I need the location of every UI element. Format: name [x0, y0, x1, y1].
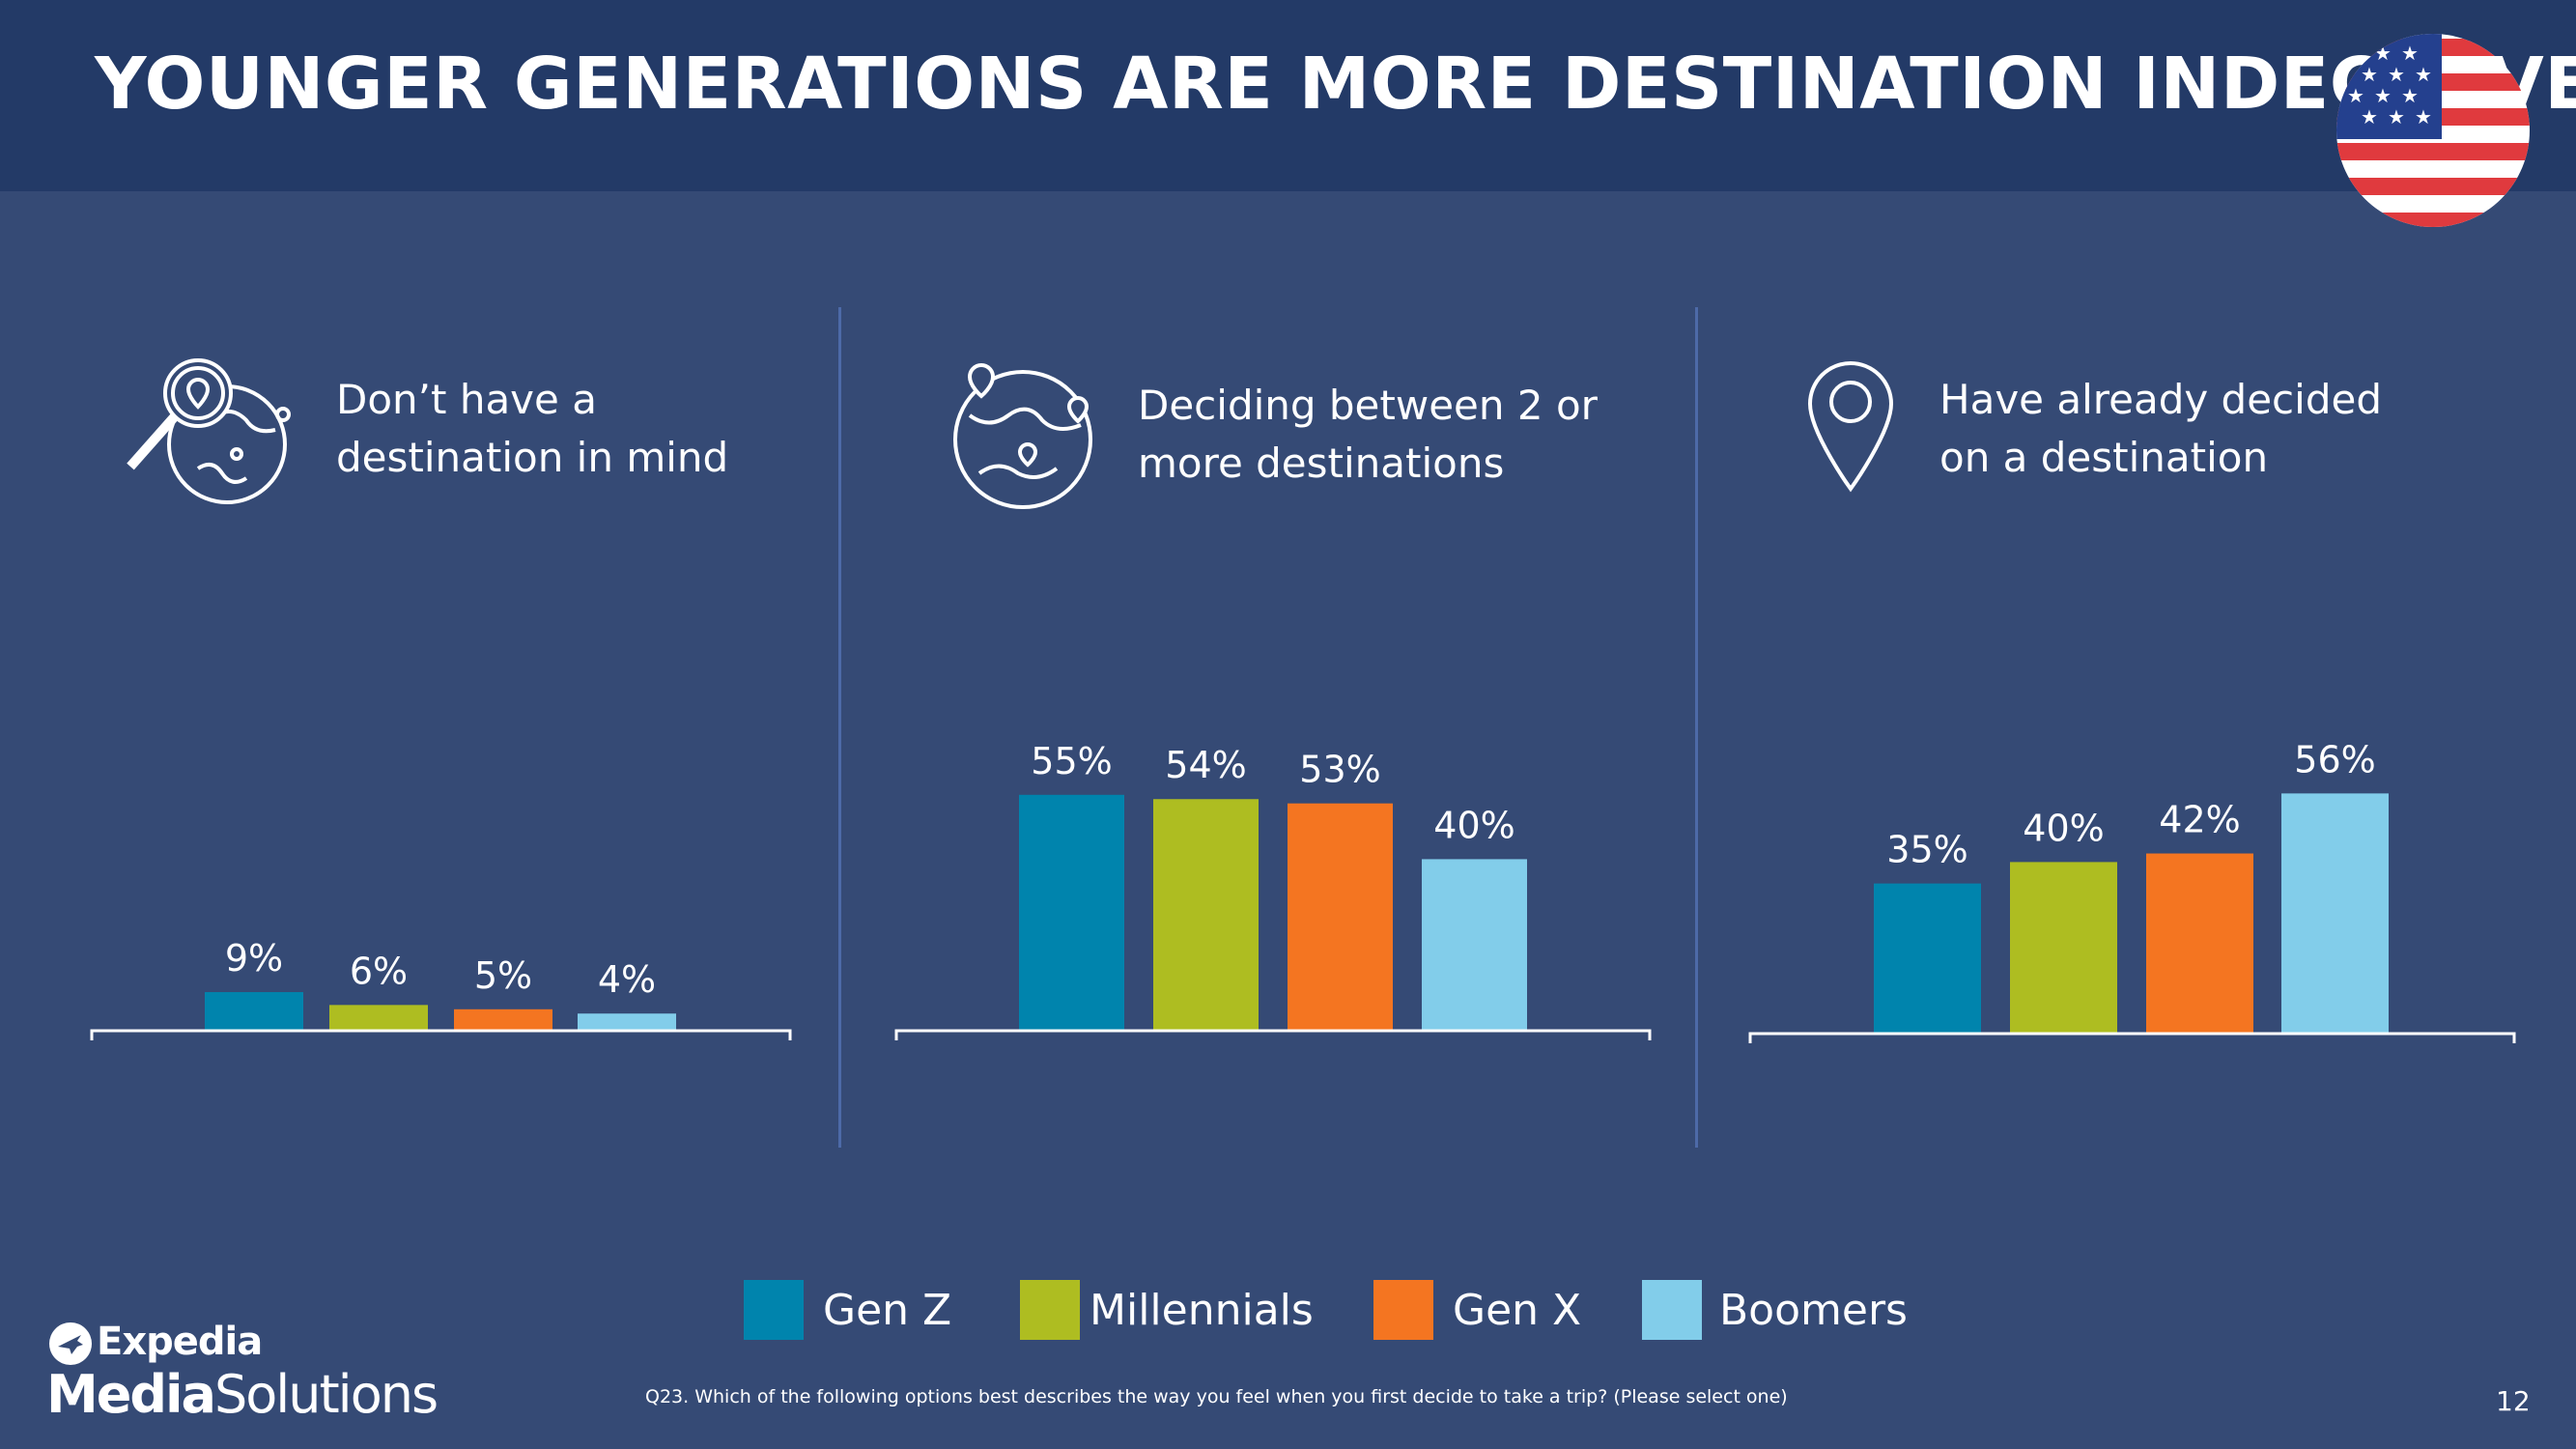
chart-1-bar-gen-z	[205, 992, 303, 1031]
svg-text:★: ★	[2388, 105, 2405, 128]
panel-divider-2	[1695, 307, 1698, 1148]
chart-2-bar-gen-z	[1019, 794, 1124, 1031]
svg-text:★: ★	[2374, 84, 2392, 107]
chart-3-label-boomers: 56%	[2294, 738, 2375, 781]
svg-text:★: ★	[2388, 63, 2405, 86]
legend-swatch-boomers	[1642, 1280, 1702, 1340]
panel-label-2: Deciding between 2 or more destinations	[1138, 377, 1640, 493]
page-number: 12	[2496, 1385, 2531, 1417]
panel-label-3-line-2: on a destination	[1939, 434, 2269, 481]
chart-2: 55% 54% 53% 40%	[894, 740, 1652, 1040]
legend-swatch-gen-x	[1373, 1280, 1433, 1340]
legend-label-boomers: Boomers	[1719, 1286, 1908, 1335]
chart-2-bar-gen-x	[1288, 803, 1393, 1031]
svg-text:★: ★	[2361, 63, 2378, 86]
panel-label-1-line-1: Don’t have a	[336, 376, 597, 423]
logo-expedia-text: Expedia	[97, 1320, 263, 1364]
globe-search-icon	[127, 358, 291, 504]
chart-3-bar-gen-x	[2146, 853, 2253, 1034]
chart-3-label-gen-x: 42%	[2159, 799, 2240, 841]
svg-text:★: ★	[2347, 84, 2364, 107]
chart-3-label-gen-z: 35%	[1886, 829, 1967, 871]
chart-1: 9% 6% 5% 4%	[90, 937, 792, 1040]
chart-3-bar-boomers	[2281, 793, 2389, 1034]
globe-pins-icon	[953, 362, 1092, 509]
chart-1-label-gen-x: 5%	[474, 954, 532, 997]
panel-label-3-line-1: Have already decided	[1939, 376, 2382, 423]
chart-1-x-axis	[90, 1029, 792, 1040]
us-flag-icon: ★ ★ ★ ★ ★ ★ ★ ★ ★ ★ ★ ★	[2336, 34, 2530, 227]
chart-1-label-boomers: 4%	[598, 958, 656, 1001]
chart-3-bar-gen-z	[1874, 883, 1981, 1034]
chart-1-label-gen-z: 9%	[225, 937, 283, 980]
svg-text:★: ★	[2401, 84, 2419, 107]
legend-swatch-gen-z	[744, 1280, 804, 1340]
svg-text:★: ★	[2361, 105, 2378, 128]
chart-2-bar-millennials	[1153, 799, 1259, 1031]
legend-label-gen-z: Gen Z	[823, 1286, 952, 1335]
survey-question-footnote: Q23. Which of the following options best…	[645, 1386, 1788, 1407]
chart-1-bar-gen-x	[454, 1009, 552, 1031]
header-bar: YOUNGER GENERATIONS ARE MORE DESTINATION…	[0, 0, 2576, 227]
legend-swatch-millennials	[1020, 1280, 1080, 1340]
chart-2-label-gen-z: 55%	[1031, 740, 1112, 782]
legend-label-millennials: Millennials	[1090, 1286, 1314, 1335]
chart-1-bar-millennials	[329, 1005, 428, 1031]
expedia-plane-icon	[49, 1322, 92, 1365]
chart-2-x-axis	[894, 1029, 1652, 1040]
svg-text:★: ★	[2401, 42, 2419, 65]
chart-2-label-gen-x: 53%	[1299, 749, 1380, 791]
chart-3-bar-millennials	[2010, 862, 2117, 1034]
logo-solutions-text: Solutions	[213, 1364, 439, 1425]
page-title: YOUNGER GENERATIONS ARE MORE DESTINATION…	[95, 43, 2576, 126]
expedia-media-solutions-logo: Expedia MediaSolutions	[46, 1316, 439, 1425]
chart-2-label-boomers: 40%	[1433, 804, 1514, 846]
chart-3-label-millennials: 40%	[2023, 807, 2104, 849]
chart-3: 35% 40% 42% 56%	[1748, 738, 2516, 1043]
panel-label-3: Have already decided on a destination	[1939, 371, 2442, 487]
logo-media-solutions: MediaSolutions	[46, 1364, 439, 1425]
panel-divider-1	[838, 307, 841, 1148]
panel-label-2-line-2: more destinations	[1138, 440, 1505, 487]
logo-media-text: Media	[46, 1364, 216, 1425]
location-pin-icon	[1807, 360, 1894, 493]
panel-label-1: Don’t have a destination in mind	[336, 371, 838, 487]
chart-2-bar-boomers	[1422, 859, 1527, 1031]
chart-1-label-millennials: 6%	[350, 950, 408, 992]
panel-label-2-line-1: Deciding between 2 or	[1138, 382, 1598, 429]
svg-text:★: ★	[2415, 105, 2432, 128]
svg-text:★: ★	[2415, 63, 2432, 86]
panel-label-1-line-2: destination in mind	[336, 434, 729, 481]
chart-2-label-millennials: 54%	[1165, 744, 1246, 786]
chart-1-bar-boomers	[578, 1013, 676, 1031]
legend-label-gen-x: Gen X	[1453, 1286, 1582, 1335]
chart-3-x-axis	[1748, 1032, 2516, 1043]
